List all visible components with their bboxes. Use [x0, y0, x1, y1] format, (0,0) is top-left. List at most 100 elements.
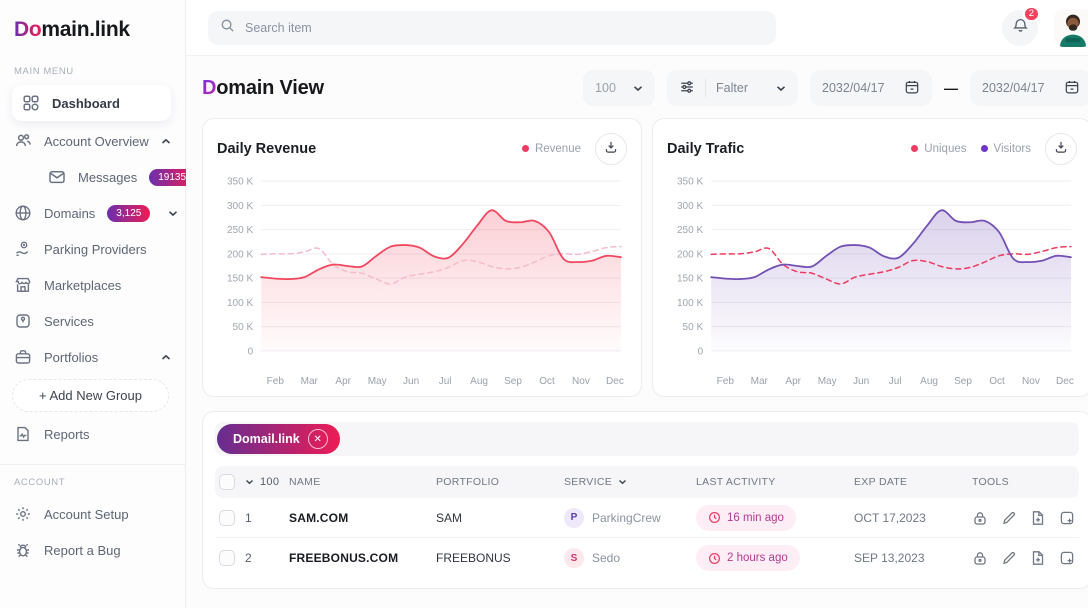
chart-legend: Revenue — [521, 143, 581, 155]
chevron-down-icon — [776, 85, 786, 92]
filter-chip[interactable]: Domail.link ✕ — [217, 424, 340, 455]
service-name: ParkingCrew — [592, 510, 661, 525]
main-area: 2 Domain View 100 — [186, 0, 1088, 608]
table-row[interactable]: 1 SAM.COM SAM P ParkingCrew 16 min ago O… — [215, 498, 1079, 539]
select-all-checkbox[interactable] — [219, 474, 235, 491]
notifications-button[interactable]: 2 — [1002, 5, 1040, 46]
lock-icon[interactable] — [972, 550, 988, 566]
remove-chip-icon[interactable]: ✕ — [307, 429, 328, 450]
row-number: 2 — [245, 551, 252, 566]
service-cell: S Sedo — [564, 548, 696, 569]
portfolio-name: SAM — [436, 510, 463, 525]
svg-text:0: 0 — [698, 346, 704, 357]
edit-pencil-icon[interactable] — [1001, 510, 1017, 526]
chart-legend: Uniques Visitors — [911, 143, 1031, 155]
svg-text:Nov: Nov — [1022, 376, 1040, 387]
date-to-picker[interactable]: 2032/04/17 — [970, 70, 1088, 106]
column-header-portfolio[interactable]: PORTFOLIO — [436, 476, 500, 489]
sidebar-item-label: Reports — [44, 426, 90, 442]
sidebar-item-portfolios[interactable]: Portfolios — [0, 339, 185, 375]
legend-dot — [980, 145, 988, 152]
legend-dot — [911, 145, 919, 152]
chevron-down-icon — [633, 85, 643, 92]
row-checkbox[interactable] — [219, 509, 235, 526]
search-bar[interactable] — [208, 10, 776, 45]
add-new-group-button[interactable]: + Add New Group — [12, 379, 169, 412]
table-row[interactable]: 2 FREEBONUS.COM FREEBONUS S Sedo 2 hours… — [215, 538, 1079, 578]
bell-icon — [1012, 17, 1029, 39]
messages-count-badge: 19135 — [149, 168, 196, 186]
row-checkbox[interactable] — [219, 550, 235, 567]
page-size-select[interactable]: 100 — [583, 70, 656, 106]
chevron-down-icon — [618, 479, 627, 485]
svg-text:200 K: 200 K — [227, 249, 254, 260]
chart-header: Daily Trafic Uniques Visitors — [667, 133, 1077, 165]
legend-item: Revenue — [521, 143, 581, 155]
svg-text:200 K: 200 K — [677, 249, 704, 260]
column-header-last-activity[interactable]: LAST ACTIVITY — [696, 476, 776, 489]
sidebar-item-account-overview[interactable]: Account Overview — [0, 123, 185, 159]
chevron-up-icon[interactable] — [161, 354, 171, 361]
sidebar-item-parking-providers[interactable]: Parking Providers — [0, 231, 185, 267]
main-menu-label: MAIN MENU — [14, 66, 74, 77]
sidebar-item-messages[interactable]: Messages 19135 — [0, 159, 196, 195]
chevron-down-icon[interactable] — [245, 479, 254, 485]
column-header-service[interactable]: SERVICE — [564, 476, 696, 488]
sidebar-item-marketplaces[interactable]: Marketplaces — [0, 267, 185, 303]
svg-text:350 K: 350 K — [677, 177, 704, 188]
sidebar-item-services[interactable]: Services — [0, 303, 185, 339]
hand-coin-icon — [14, 240, 32, 258]
svg-text:250 K: 250 K — [227, 225, 254, 236]
file-add-icon[interactable] — [1030, 550, 1046, 566]
download-icon — [604, 140, 618, 159]
clock-icon — [709, 552, 720, 564]
svg-text:150 K: 150 K — [677, 274, 704, 285]
user-avatar[interactable] — [1054, 8, 1088, 47]
file-add-icon[interactable] — [1030, 510, 1046, 526]
sidebar-item-label: Report a Bug — [44, 542, 121, 558]
sliders-icon — [679, 79, 695, 98]
sidebar-item-domains[interactable]: Domains 3,125 — [0, 195, 185, 231]
svg-text:Feb: Feb — [267, 376, 285, 387]
legend-item: Visitors — [980, 143, 1031, 155]
column-header-name[interactable]: NAME — [289, 476, 321, 489]
svg-text:Aug: Aug — [470, 376, 488, 387]
sidebar-item-dashboard[interactable]: Dashboard — [12, 85, 171, 121]
chevron-up-icon[interactable] — [161, 138, 171, 145]
daily-revenue-card: Daily Revenue Revenue 0 50 K 100 K 150 K 200… — [202, 118, 642, 398]
legend-item: Uniques — [911, 143, 967, 155]
chevron-down-icon[interactable] — [168, 210, 178, 217]
sidebar-item-reports[interactable]: Reports — [0, 416, 185, 452]
service-cell: P ParkingCrew — [564, 507, 696, 528]
download-chart-button[interactable] — [595, 133, 627, 165]
svg-text:Dec: Dec — [1056, 376, 1074, 387]
edit-pencil-icon[interactable] — [1001, 550, 1017, 566]
date-from-picker[interactable]: 2032/04/17 — [810, 70, 932, 106]
download-chart-button[interactable] — [1045, 133, 1077, 165]
charts-row: Daily Revenue Revenue 0 50 K 100 K 150 K 200… — [202, 118, 1088, 398]
note-add-icon[interactable] — [1059, 550, 1075, 566]
domains-count-badge: 3,125 — [107, 204, 151, 222]
svg-text:50 K: 50 K — [683, 322, 704, 333]
svg-text:250 K: 250 K — [677, 225, 704, 236]
page-title: Domain View — [202, 76, 324, 99]
service-initial-badge: P — [564, 507, 584, 528]
calendar-icon — [904, 79, 920, 98]
filter-dropdown[interactable]: Falter — [667, 70, 798, 106]
report-doc-icon — [14, 425, 32, 443]
lock-icon[interactable] — [972, 510, 988, 526]
sidebar-item-account-setup[interactable]: Account Setup — [0, 496, 185, 532]
svg-text:Apr: Apr — [335, 376, 351, 387]
note-add-icon[interactable] — [1059, 510, 1075, 526]
table-header-row: 100 NAME PORTFOLIO SERVICE LAST ACTIVITY… — [215, 466, 1079, 499]
search-input[interactable] — [245, 20, 764, 35]
storefront-icon — [14, 276, 32, 294]
column-header-exp-date[interactable]: EXP DATE — [854, 476, 908, 489]
sidebar-item-label: Domains — [44, 205, 96, 221]
sidebar-item-report-bug[interactable]: Report a Bug — [0, 532, 185, 568]
svg-text:100 K: 100 K — [677, 298, 704, 309]
exp-date: SEP 13,2023 — [854, 551, 925, 566]
svg-text:Mar: Mar — [301, 376, 319, 387]
avatar-illustration — [1054, 8, 1088, 47]
svg-text:150 K: 150 K — [227, 274, 254, 285]
